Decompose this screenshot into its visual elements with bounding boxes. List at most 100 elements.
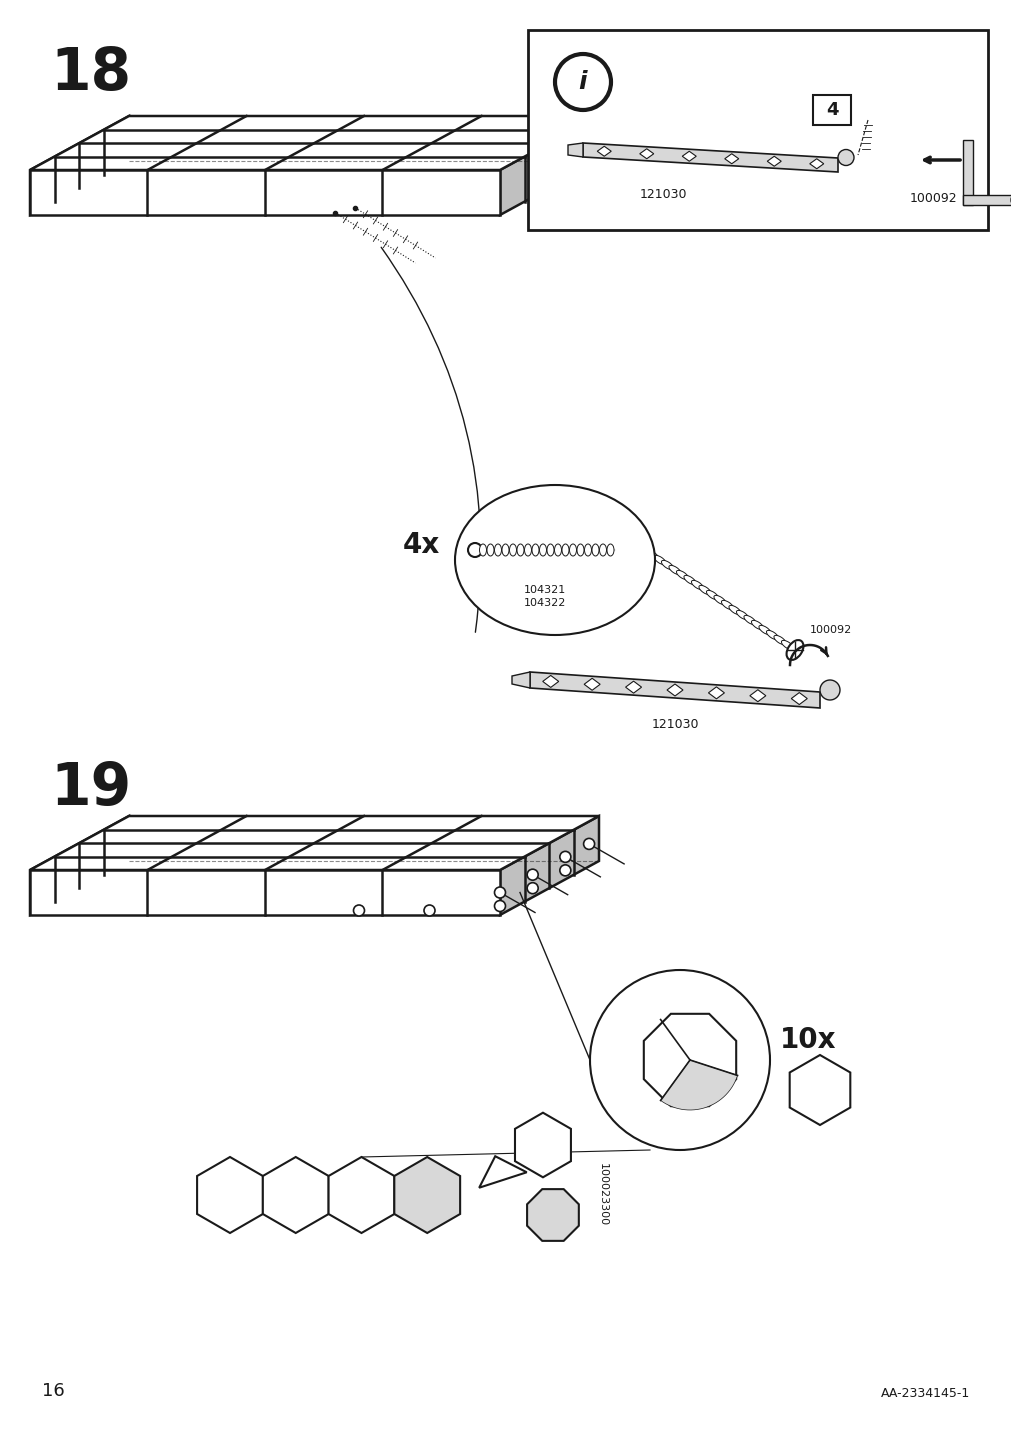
Ellipse shape	[576, 544, 583, 556]
Polygon shape	[499, 816, 599, 915]
Ellipse shape	[691, 580, 703, 590]
FancyBboxPatch shape	[812, 95, 850, 125]
Polygon shape	[30, 816, 128, 915]
Ellipse shape	[599, 544, 606, 556]
Ellipse shape	[683, 576, 696, 584]
Ellipse shape	[706, 590, 718, 600]
Polygon shape	[394, 1157, 460, 1233]
Polygon shape	[527, 1189, 578, 1242]
Polygon shape	[766, 156, 780, 166]
Ellipse shape	[736, 610, 748, 620]
Ellipse shape	[494, 544, 501, 556]
Polygon shape	[30, 816, 599, 871]
Circle shape	[559, 852, 570, 862]
Ellipse shape	[486, 544, 493, 556]
Polygon shape	[596, 146, 611, 156]
Text: 121030: 121030	[651, 717, 698, 730]
Circle shape	[559, 865, 570, 876]
Text: 100092: 100092	[809, 624, 851, 634]
Polygon shape	[30, 871, 499, 915]
Polygon shape	[499, 116, 599, 215]
Text: 18: 18	[50, 44, 131, 102]
Ellipse shape	[675, 570, 687, 580]
Ellipse shape	[728, 606, 740, 614]
Ellipse shape	[721, 600, 733, 610]
Ellipse shape	[758, 626, 770, 634]
Polygon shape	[197, 1157, 263, 1233]
Ellipse shape	[638, 546, 650, 554]
Text: i: i	[578, 70, 586, 95]
Polygon shape	[30, 116, 599, 170]
Ellipse shape	[509, 544, 516, 556]
Polygon shape	[962, 140, 972, 205]
Ellipse shape	[524, 544, 531, 556]
Text: 4: 4	[825, 102, 837, 119]
Polygon shape	[479, 1156, 526, 1187]
Polygon shape	[567, 143, 582, 158]
Polygon shape	[530, 672, 819, 707]
Text: 121030: 121030	[639, 188, 686, 200]
Polygon shape	[681, 152, 696, 162]
Ellipse shape	[607, 544, 614, 556]
Ellipse shape	[479, 544, 486, 556]
Polygon shape	[791, 693, 807, 705]
Circle shape	[583, 838, 594, 849]
Ellipse shape	[743, 616, 755, 624]
Ellipse shape	[773, 636, 786, 644]
Text: 100023300: 100023300	[598, 1163, 608, 1227]
Ellipse shape	[699, 586, 711, 594]
Text: 4x: 4x	[402, 531, 440, 558]
Circle shape	[837, 149, 853, 166]
Polygon shape	[639, 149, 653, 159]
Circle shape	[527, 869, 538, 881]
Polygon shape	[542, 676, 558, 687]
Polygon shape	[30, 116, 128, 215]
Polygon shape	[789, 1055, 849, 1126]
Polygon shape	[515, 1113, 570, 1177]
Ellipse shape	[569, 544, 576, 556]
Ellipse shape	[646, 550, 658, 560]
Ellipse shape	[661, 560, 673, 570]
Ellipse shape	[786, 640, 803, 660]
Polygon shape	[30, 170, 499, 215]
Ellipse shape	[554, 544, 561, 556]
Polygon shape	[666, 684, 682, 696]
Ellipse shape	[765, 630, 777, 640]
Polygon shape	[329, 1157, 394, 1233]
Ellipse shape	[780, 640, 793, 650]
Polygon shape	[724, 153, 738, 163]
Ellipse shape	[713, 596, 725, 604]
Ellipse shape	[653, 556, 665, 564]
Ellipse shape	[554, 54, 611, 110]
Polygon shape	[962, 195, 1011, 205]
Ellipse shape	[561, 544, 568, 556]
Circle shape	[589, 969, 769, 1150]
Text: 104321: 104321	[524, 586, 565, 596]
Text: 104322: 104322	[524, 599, 565, 609]
Circle shape	[424, 905, 435, 916]
Circle shape	[819, 680, 839, 700]
Text: 100092: 100092	[908, 192, 955, 205]
Ellipse shape	[517, 544, 524, 556]
Ellipse shape	[532, 544, 539, 556]
Circle shape	[353, 905, 364, 916]
Polygon shape	[660, 1060, 737, 1110]
Text: AA-2334145-1: AA-2334145-1	[880, 1388, 969, 1400]
Ellipse shape	[467, 543, 481, 557]
Ellipse shape	[668, 566, 680, 574]
Text: 16: 16	[42, 1382, 65, 1400]
Ellipse shape	[547, 544, 553, 556]
Ellipse shape	[751, 620, 763, 630]
Polygon shape	[643, 1014, 735, 1106]
Polygon shape	[809, 159, 823, 169]
Text: 19: 19	[50, 760, 131, 818]
Ellipse shape	[455, 485, 654, 634]
Circle shape	[527, 882, 538, 894]
Polygon shape	[582, 143, 837, 172]
Ellipse shape	[591, 544, 599, 556]
Circle shape	[494, 886, 506, 898]
Text: 10x: 10x	[779, 1025, 836, 1054]
Polygon shape	[708, 687, 724, 699]
Polygon shape	[583, 679, 600, 690]
Polygon shape	[263, 1157, 329, 1233]
